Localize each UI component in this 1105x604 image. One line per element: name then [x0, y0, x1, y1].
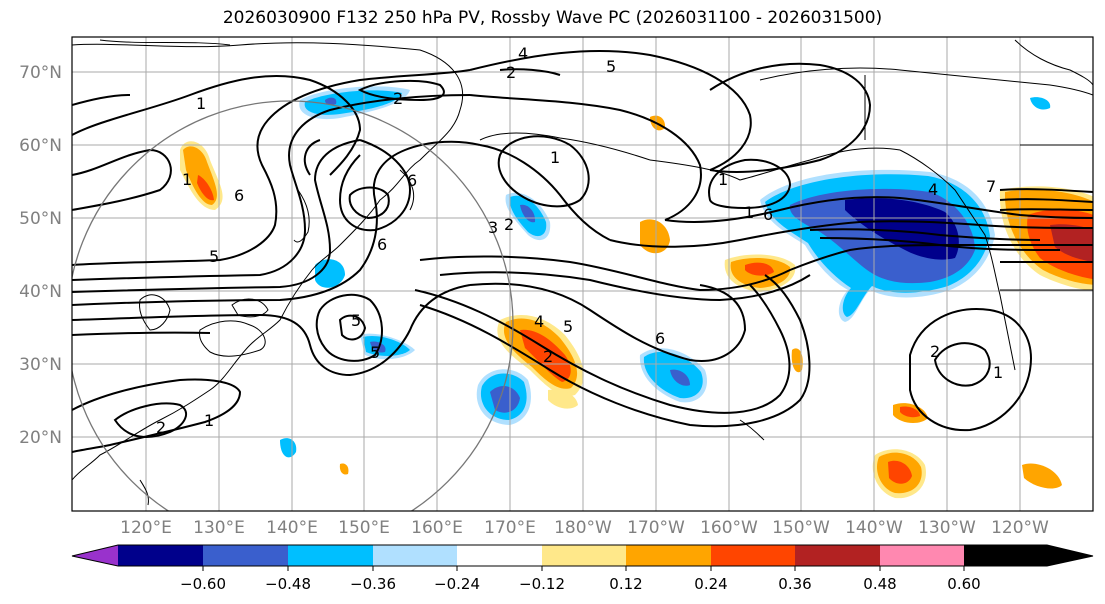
colorbar-tick-label: −0.48: [265, 575, 311, 593]
colorbar-tick-label: 0.36: [778, 575, 811, 593]
colorbar-segment: [203, 545, 288, 566]
colorbar-outline: [71, 544, 1094, 567]
lat-label: 20°N: [19, 428, 62, 448]
lat-label: 50°N: [19, 209, 62, 229]
lon-label: 150°E: [338, 518, 390, 538]
lon-label: 170°W: [627, 518, 685, 538]
contour-label: 4: [534, 312, 544, 331]
contour-label: 1: [993, 363, 1003, 382]
contour-label: 2: [543, 347, 553, 366]
lon-label: 160°W: [700, 518, 758, 538]
contour-label: 6: [377, 235, 387, 254]
contour-label: 1: [718, 170, 728, 189]
colorbar-segment: [373, 545, 457, 566]
lat-label: 30°N: [19, 355, 62, 375]
domain-circle: [72, 100, 514, 511]
contour-label: 6: [407, 171, 417, 190]
colorbar-tick-label: 0.12: [609, 575, 642, 593]
colorbar-segment: [542, 545, 626, 566]
colorbar: −0.60 −0.48 −0.36 −0.24 −0.12 0.12 0.24 …: [71, 544, 1094, 593]
colorbar-segment: [288, 545, 373, 566]
lon-label: 170°E: [484, 518, 536, 538]
contour-label: 1: [182, 170, 192, 189]
contour-label: 5: [563, 317, 573, 336]
lon-label: 130°W: [918, 518, 976, 538]
colorbar-min-extend: [72, 545, 118, 566]
map-title: 2026030900 F132 250 hPa PV, Rossby Wave …: [222, 8, 883, 28]
colorbar-segment: [457, 545, 542, 566]
lon-label: 160°E: [411, 518, 463, 538]
contour-label: 2: [504, 215, 514, 234]
colorbar-segment: [118, 545, 203, 566]
colorbar-tick-label: 0.24: [694, 575, 727, 593]
pv-contours: [72, 49, 1093, 453]
longitude-labels: 120°E 130°E 140°E 150°E 160°E 170°E 180°…: [120, 518, 1049, 538]
contour-label: 1: [204, 411, 214, 430]
latitude-labels: 70°N 60°N 50°N 40°N 30°N 20°N: [19, 63, 62, 448]
lon-label: 150°W: [772, 518, 830, 538]
colorbar-segment: [795, 545, 880, 566]
contour-label: 2: [930, 342, 940, 361]
contour-label: 6: [234, 186, 244, 205]
contour-label: 5: [370, 343, 380, 362]
contour-label: 1: [744, 203, 754, 222]
lon-label: 120°W: [991, 518, 1049, 538]
contour-label: 3: [488, 218, 498, 237]
contour-label: 2: [393, 89, 403, 108]
lon-label: 130°E: [193, 518, 245, 538]
contour-label: 7: [986, 177, 996, 196]
contour-label: 2: [156, 418, 166, 437]
colorbar-tick-label: 0.60: [947, 575, 980, 593]
colorbar-tick-label: −0.60: [180, 575, 226, 593]
contour-label: 6: [763, 205, 773, 224]
positive-anomaly-shading: [180, 115, 1093, 499]
colorbar-tick-label: −0.12: [519, 575, 565, 593]
colorbar-tick-label: 0.48: [863, 575, 896, 593]
lon-label: 140°W: [845, 518, 903, 538]
colorbar-segment: [711, 545, 795, 566]
coastlines: [72, 39, 1093, 506]
colorbar-segment: [626, 545, 711, 566]
contour-label: 5: [606, 57, 616, 76]
contour-label: 6: [655, 329, 665, 348]
lon-label: 120°E: [120, 518, 172, 538]
colorbar-tick-label: −0.36: [350, 575, 396, 593]
contour-label: 5: [209, 247, 219, 266]
lat-label: 40°N: [19, 282, 62, 302]
map-frame: [71, 36, 1094, 512]
contour-label: 5: [351, 311, 361, 330]
lat-label: 60°N: [19, 136, 62, 156]
contour-label: 1: [550, 148, 560, 167]
contour-label: 1: [196, 94, 206, 113]
colorbar-max-extend: [964, 545, 1093, 566]
contour-labels: 1 2 4 5 2 1 6 5 6 5 3 2 1 1 6 5 4 5 2 6 …: [156, 44, 1003, 437]
contour-label: 4: [518, 44, 528, 63]
colorbar-ticks: [202, 566, 965, 571]
lon-label: 140°E: [266, 518, 318, 538]
contour-label: 2: [506, 63, 516, 82]
colorbar-tick-label: −0.24: [434, 575, 480, 593]
lat-label: 70°N: [19, 63, 62, 83]
contour-label: 4: [928, 180, 938, 199]
colorbar-segment: [880, 545, 964, 566]
lon-label: 180°W: [554, 518, 612, 538]
